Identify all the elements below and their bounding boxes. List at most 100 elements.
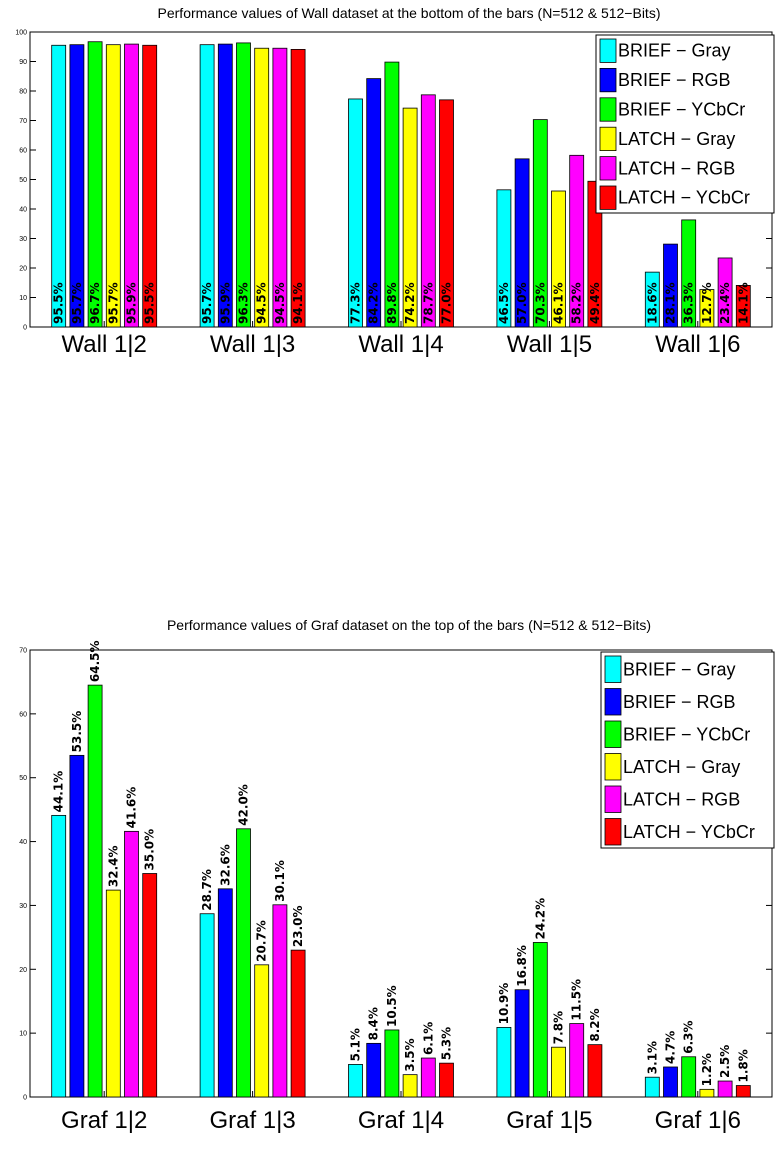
y-tick-label: 100 <box>15 30 27 37</box>
data-label: 41.6% <box>125 787 139 829</box>
data-label: 64.5% <box>88 640 102 682</box>
category-label: Graf 1|2 <box>61 1107 147 1134</box>
data-label: 46.5% <box>497 282 511 324</box>
bar <box>142 873 158 1098</box>
legend-entry: LATCH − YCbCr <box>623 822 755 842</box>
chart-1: Performance values of Wall dataset at th… <box>15 5 775 358</box>
legend-swatch <box>599 126 617 151</box>
bar <box>420 94 436 328</box>
bar <box>587 180 603 328</box>
data-label: 95.9% <box>218 282 232 324</box>
legend-box <box>600 651 775 849</box>
bar <box>514 989 530 1098</box>
bar <box>439 1062 454 1098</box>
data-label: 77.3% <box>349 282 363 324</box>
data-label: 96.7% <box>88 282 102 324</box>
data-label: 53.5% <box>70 711 84 753</box>
bar <box>496 1026 512 1098</box>
bar <box>699 289 715 328</box>
category-label: Wall 1|2 <box>62 331 147 358</box>
data-label: 3.1% <box>645 1041 659 1074</box>
bar <box>290 49 306 328</box>
bar <box>105 889 121 1098</box>
legend-swatch <box>604 818 622 846</box>
bar <box>551 1046 566 1098</box>
bar <box>290 949 306 1098</box>
data-label: 95.5% <box>52 282 66 324</box>
bar <box>348 98 363 328</box>
bar <box>124 43 139 328</box>
data-label: 46.1% <box>552 282 566 324</box>
bar <box>366 1042 382 1098</box>
bar <box>87 684 103 1098</box>
legend-swatch <box>599 97 617 122</box>
bar <box>348 1064 363 1098</box>
category-label: Wall 1|4 <box>358 331 443 358</box>
y-tick-label: 0 <box>23 1095 27 1102</box>
data-label: 4.7% <box>664 1031 678 1064</box>
legend-entry: LATCH − RGB <box>618 158 735 178</box>
data-label: 10.9% <box>497 983 511 1025</box>
data-label: 95.7% <box>70 282 84 324</box>
bar <box>87 41 103 328</box>
y-tick-label: 70 <box>19 648 27 655</box>
legend-entry: BRIEF − RGB <box>623 692 736 712</box>
data-label: 84.2% <box>367 282 381 324</box>
y-tick-label: 20 <box>19 266 27 273</box>
y-tick-label: 40 <box>19 207 27 214</box>
data-label: 18.6% <box>645 282 659 324</box>
data-label: 70.3% <box>533 282 547 324</box>
legend-swatch <box>604 655 622 683</box>
data-label: 20.7% <box>255 920 269 962</box>
data-label: 28.7% <box>200 869 214 911</box>
bar <box>514 158 530 328</box>
data-label: 58.2% <box>570 282 584 324</box>
data-label: 23.0% <box>291 905 305 947</box>
data-label: 8.4% <box>367 1007 381 1040</box>
bar <box>681 219 697 328</box>
bar <box>272 47 288 328</box>
bar <box>644 271 660 328</box>
legend-swatch <box>604 785 622 813</box>
legend-swatch <box>599 38 617 63</box>
data-label: 94.5% <box>255 282 269 324</box>
bar <box>735 1085 751 1098</box>
y-tick-label: 80 <box>19 89 27 96</box>
data-label: 7.8% <box>552 1011 566 1044</box>
category-label: Wall 1|5 <box>507 331 592 358</box>
data-label: 95.9% <box>125 282 139 324</box>
legend: BRIEF − Gray BRIEF − RGB BRIEF − YCbCr LATC… <box>595 34 775 214</box>
y-tick-label: 30 <box>19 903 27 910</box>
bar <box>420 1057 436 1098</box>
bar <box>663 243 678 328</box>
category-label: Wall 1|6 <box>655 331 740 358</box>
chart-title: Performance values of Graf dataset on th… <box>167 617 651 633</box>
data-label: 44.1% <box>52 771 66 813</box>
data-label: 94.5% <box>273 282 287 324</box>
bar <box>699 1088 715 1098</box>
y-tick-label: 50 <box>19 775 27 782</box>
data-label: 3.5% <box>403 1038 417 1071</box>
data-label: 89.8% <box>385 282 399 324</box>
bar <box>142 44 158 328</box>
data-label: 74.2% <box>403 282 417 324</box>
category-label: Graf 1|5 <box>506 1107 592 1134</box>
bar <box>51 44 67 328</box>
bar <box>681 1056 697 1098</box>
bar <box>532 119 548 328</box>
legend-swatch <box>604 688 622 716</box>
y-tick-label: 70 <box>19 118 27 125</box>
bar <box>551 190 566 328</box>
bar <box>217 888 233 1098</box>
category-label: Graf 1|6 <box>655 1107 741 1134</box>
data-label: 6.1% <box>421 1022 435 1055</box>
y-tick-label: 40 <box>19 839 27 846</box>
bar <box>69 754 85 1098</box>
bar <box>717 257 733 328</box>
bar <box>69 44 85 328</box>
bar <box>384 61 400 328</box>
data-label: 1.2% <box>700 1053 714 1086</box>
bar <box>105 44 121 328</box>
data-label: 6.3% <box>682 1020 696 1053</box>
